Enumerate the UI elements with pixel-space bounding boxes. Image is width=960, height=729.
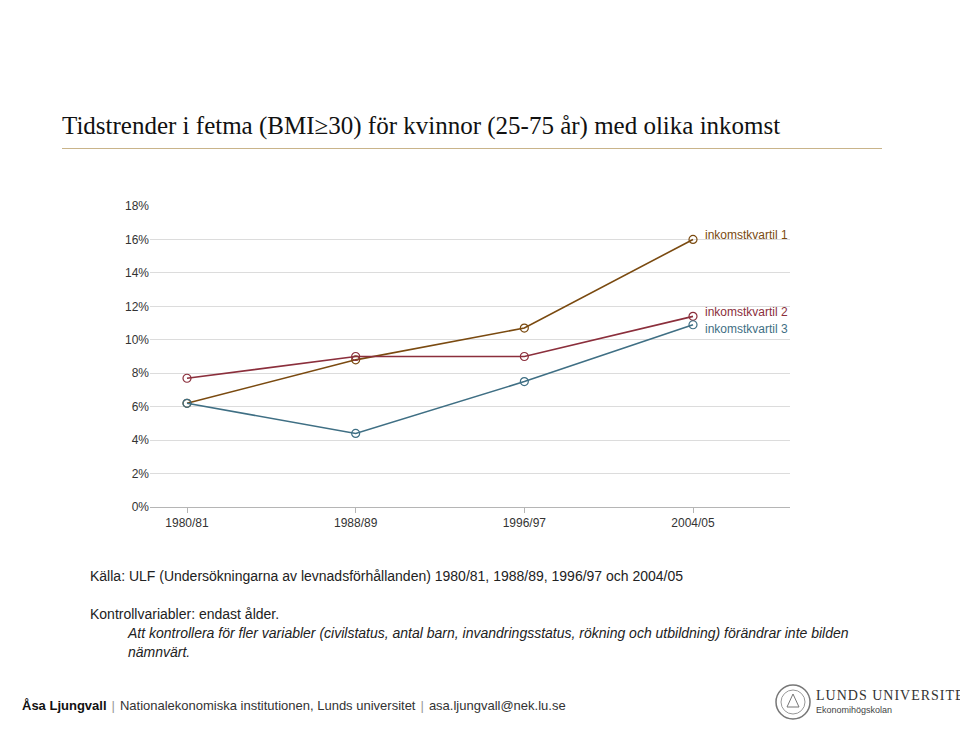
html-text:Källa: ULF (Undersökningarna a: Källa: ULF (Undersökningarna av levnadsf… [90, 568, 684, 584]
html-text:Att kontrollera för fler varia: Att kontrollera för fler variabler (civi… [128, 625, 849, 660]
svg-text:8%: 8% [132, 366, 150, 380]
svg-text:10%: 10% [125, 333, 149, 347]
svg-text:1980/81: 1980/81 [165, 516, 209, 530]
html-text:Ekonomihögskolan: Ekonomihögskolan [816, 705, 893, 715]
html-text:Tidstrender i fetma (BMI≥30) f: Tidstrender i fetma (BMI≥30) för kvinnor… [62, 112, 781, 139]
svg-text:16%: 16% [125, 233, 149, 247]
svg-text:2%: 2% [132, 467, 150, 481]
svg-text:18%: 18% [125, 199, 149, 213]
svg-text:4%: 4% [132, 433, 150, 447]
html-text:Kontrollvariabler: endast ålde: Kontrollvariabler: endast ålder. [90, 606, 280, 622]
svg-text:inkomstkvartil 2: inkomstkvartil 2 [705, 305, 788, 319]
svg-text:1996/97: 1996/97 [503, 516, 547, 530]
svg-text:12%: 12% [125, 300, 149, 314]
svg-text:1988/89: 1988/89 [334, 516, 378, 530]
svg-text:inkomstkvartil 1: inkomstkvartil 1 [705, 228, 788, 242]
svg-text:0%: 0% [132, 500, 150, 514]
svg-text:2004/05: 2004/05 [671, 516, 715, 530]
svg-text:6%: 6% [132, 400, 150, 414]
html-text:Åsa Ljungvall | Nationalekonom: Åsa Ljungvall | Nationalekonomiska insti… [22, 698, 566, 713]
svg-text:14%: 14% [125, 266, 149, 280]
svg-text:inkomstkvartil 3: inkomstkvartil 3 [705, 322, 788, 336]
